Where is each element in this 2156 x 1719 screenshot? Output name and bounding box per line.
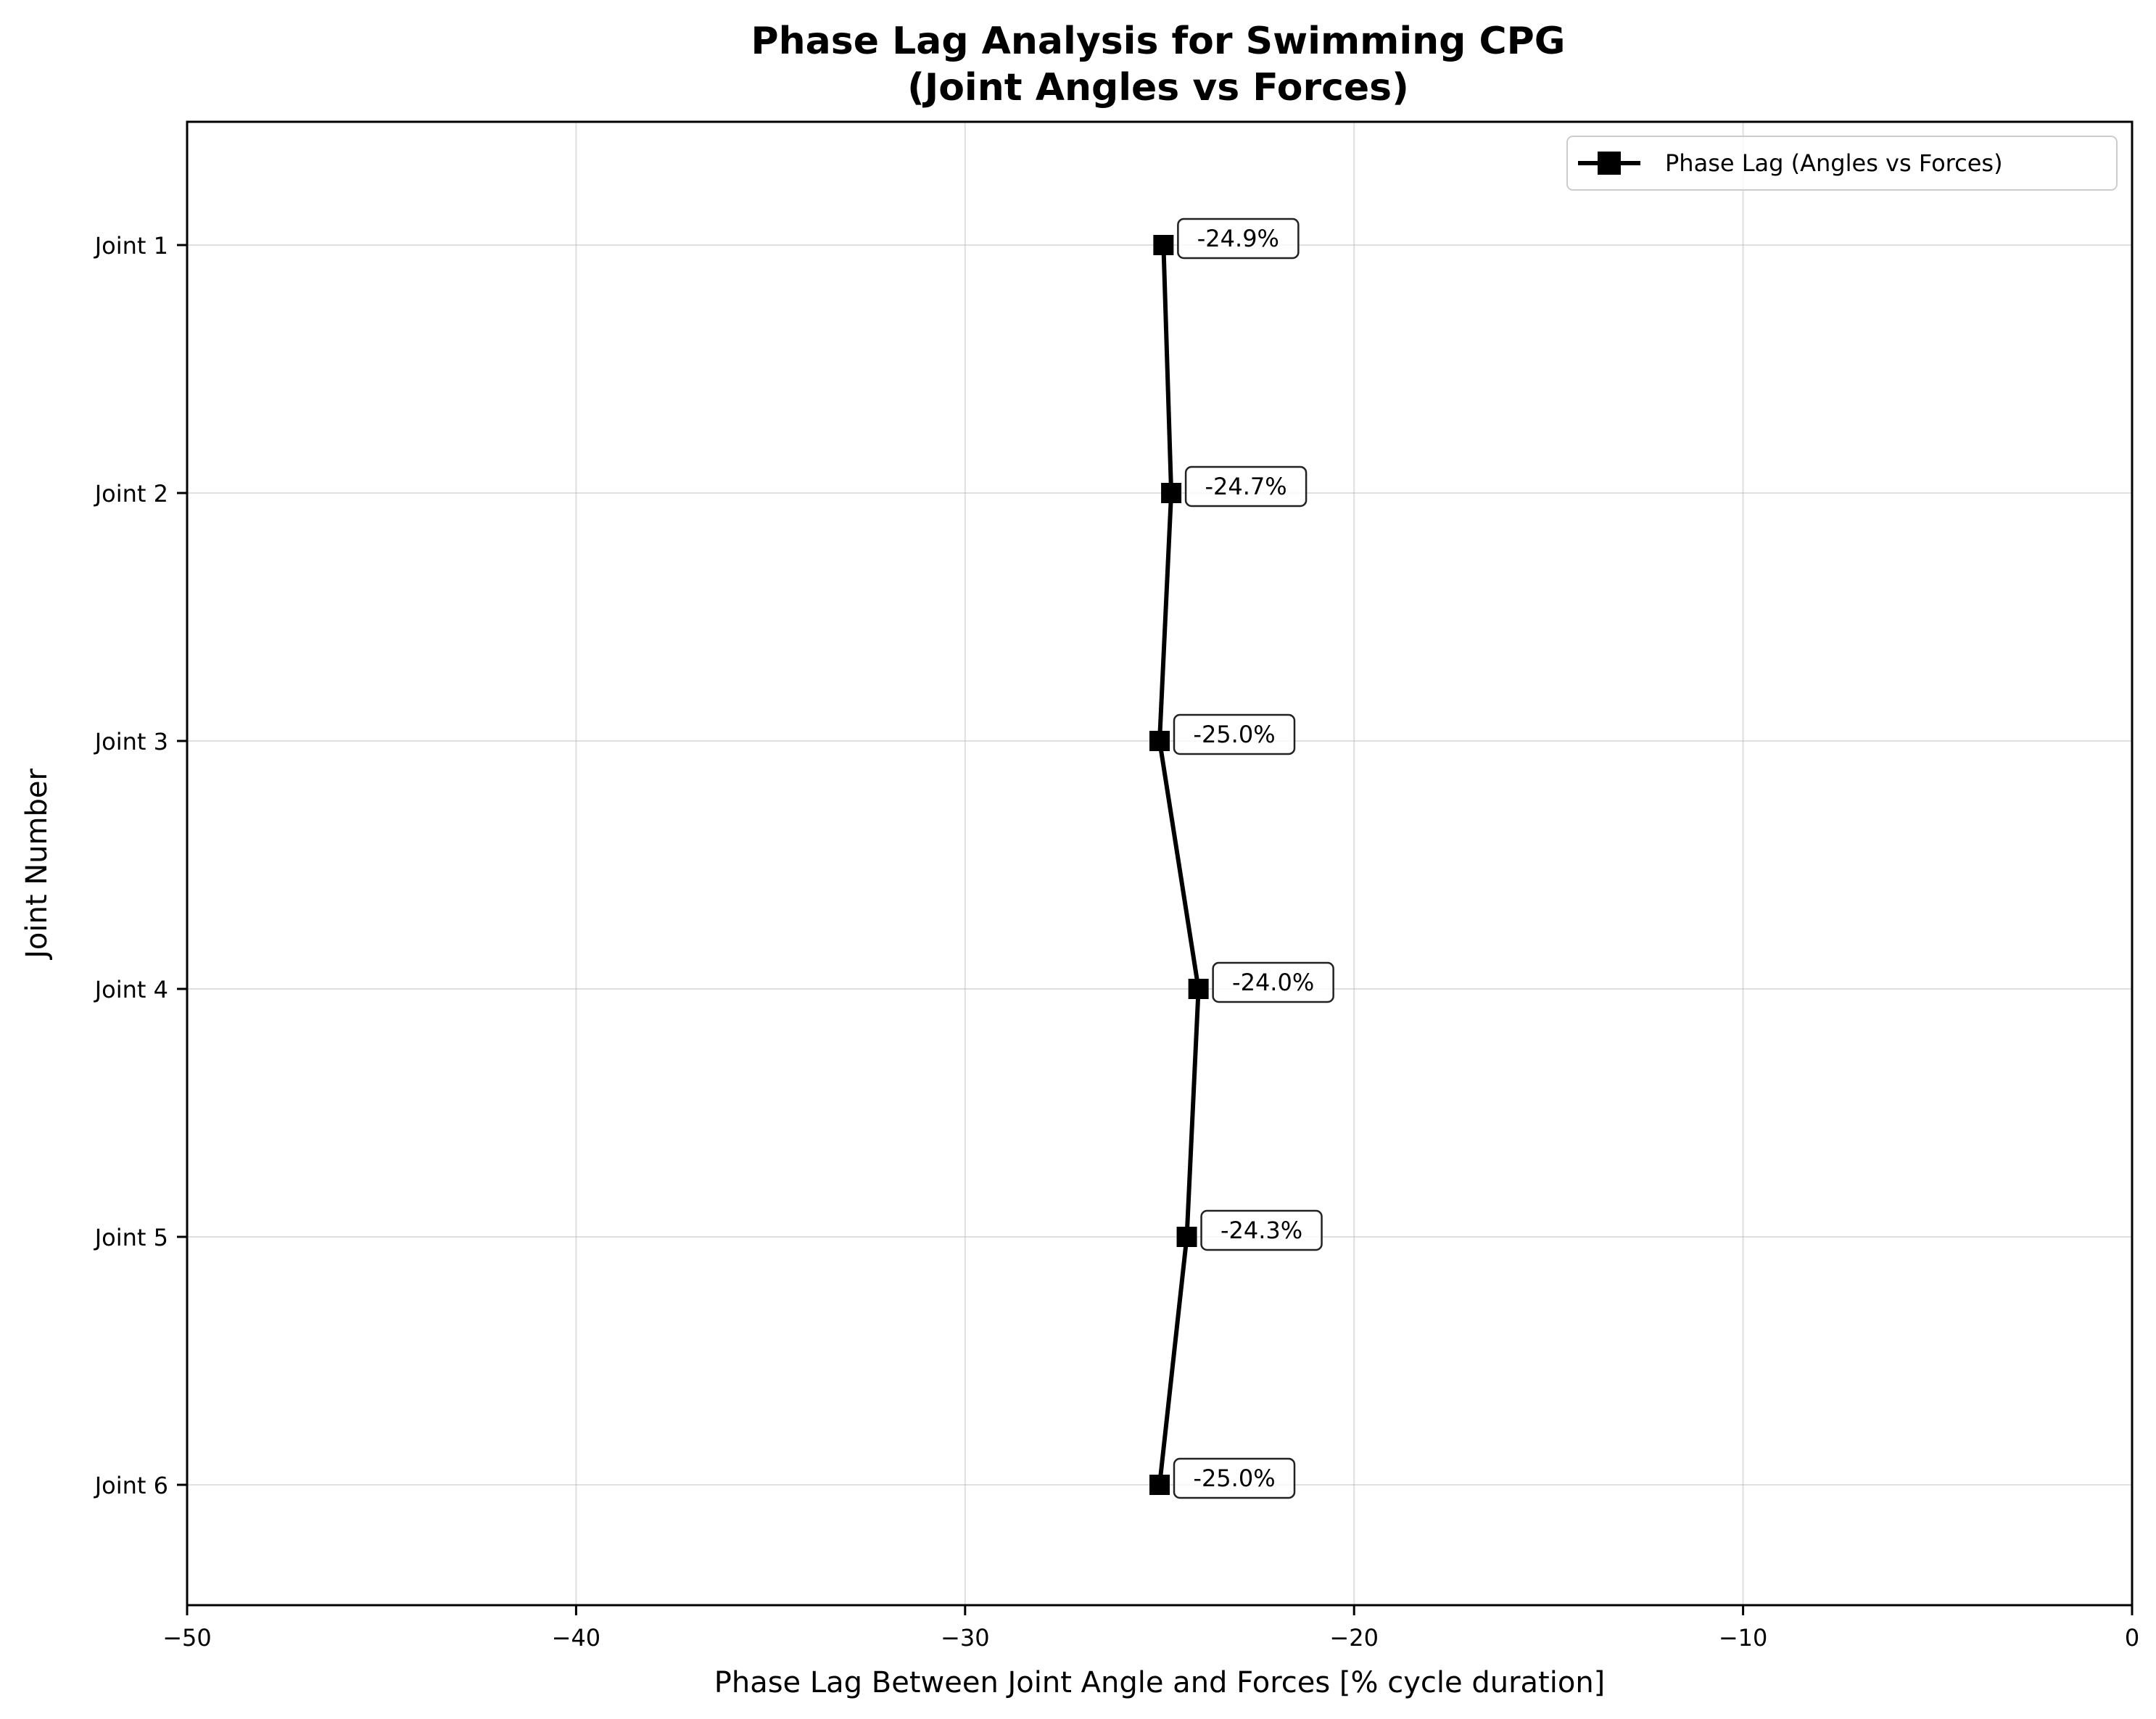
x-axis-label: Phase Lag Between Joint Angle and Forces… — [714, 1666, 1606, 1699]
x-tick-label: −20 — [1329, 1624, 1379, 1652]
x-tick-label: −50 — [162, 1624, 212, 1652]
y-axis-label: Joint Number — [20, 769, 54, 961]
x-tick-label: −40 — [552, 1624, 601, 1652]
plot-area-frame — [186, 120, 2134, 1607]
data-label-text: -24.3% — [1221, 1217, 1302, 1244]
data-label: -24.3% — [1200, 1209, 1323, 1251]
data-label-text: -24.7% — [1205, 473, 1286, 500]
data-label-box — [1173, 1457, 1296, 1499]
y-tick-label: Joint 3 — [94, 728, 168, 755]
x-axis-ticks: −50 −40 −30 −20 −10 0 — [162, 1605, 2139, 1652]
data-point-marker — [1188, 979, 1209, 999]
legend-marker-swatch — [1598, 152, 1621, 175]
data-label: -24.0% — [1212, 961, 1334, 1003]
data-label-text: -24.9% — [1197, 225, 1279, 252]
x-tick-label: 0 — [2125, 1624, 2139, 1652]
data-label-box — [1200, 1209, 1323, 1251]
chart-title: Phase Lag Analysis for Swimming CPG — [751, 20, 1566, 63]
data-label-text: -25.0% — [1193, 1465, 1275, 1492]
y-axis-ticks: Joint 1 Joint 2 Joint 3 Joint 4 Joint 5 Joint… — [94, 232, 187, 1499]
legend: Phase Lag (Angles vs Forces) — [1566, 136, 2118, 191]
x-tick-label: −30 — [941, 1624, 990, 1652]
y-tick-label: Joint 5 — [94, 1224, 168, 1251]
chart-subtitle: (Joint Angles vs Forces) — [907, 66, 1409, 109]
data-label-text: -25.0% — [1193, 721, 1275, 748]
y-tick-label: Joint 4 — [94, 976, 168, 1003]
data-label-box — [1177, 218, 1300, 260]
data-point-marker — [1149, 1475, 1170, 1495]
data-point-marker — [1161, 483, 1182, 503]
data-labels: -24.9% -24.7% -25.0% -24.0% -24.3% -25.0% — [1173, 218, 1334, 1499]
series-phase-lag — [1149, 235, 1209, 1495]
data-point-marker — [1153, 235, 1174, 255]
y-tick-label: Joint 2 — [94, 480, 168, 508]
y-tick-label: Joint 6 — [94, 1472, 168, 1499]
data-label-box — [1184, 465, 1308, 508]
data-label-box — [1212, 961, 1334, 1003]
data-label: -25.0% — [1173, 713, 1296, 755]
y-tick-label: Joint 1 — [94, 232, 168, 260]
data-point-marker — [1176, 1227, 1197, 1247]
data-label: -25.0% — [1173, 1457, 1296, 1499]
data-label-text: -24.0% — [1232, 969, 1314, 996]
data-label-box — [1173, 713, 1296, 755]
legend-box — [1566, 136, 2118, 191]
data-label: -24.7% — [1184, 465, 1308, 508]
series-line — [1157, 244, 1201, 1486]
data-point-marker — [1149, 731, 1170, 751]
x-tick-label: −10 — [1719, 1624, 1768, 1652]
legend-entry-label: Phase Lag (Angles vs Forces) — [1665, 149, 2003, 177]
data-label: -24.9% — [1177, 218, 1300, 260]
